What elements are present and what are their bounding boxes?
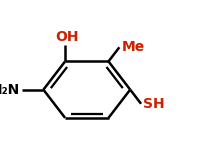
Text: H₂N: H₂N [0, 83, 20, 97]
Text: OH: OH [56, 30, 79, 44]
Text: Me: Me [122, 40, 145, 54]
Text: SH: SH [143, 97, 165, 111]
